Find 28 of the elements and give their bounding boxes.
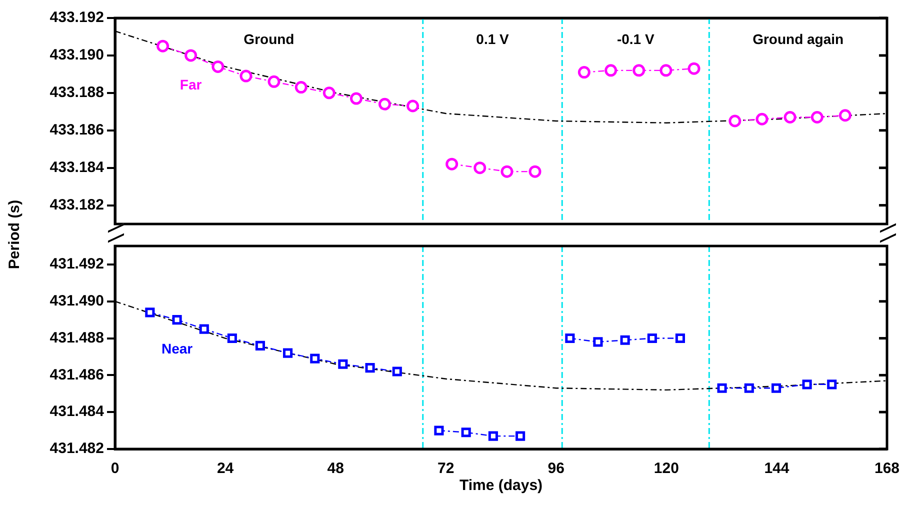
x-tick-label: 96 xyxy=(548,460,564,478)
y-tick-label: 431.490 xyxy=(50,292,104,310)
x-axis-title: Time (days) xyxy=(459,477,543,494)
y-tick-label: 433.190 xyxy=(50,46,104,64)
y-axis-title: Period (s) xyxy=(6,199,23,269)
annotation: 0.1 V xyxy=(476,30,510,47)
x-tick-label: 0 xyxy=(110,460,120,478)
y-tick-label: 433.188 xyxy=(50,84,104,102)
series-label: Far xyxy=(180,76,202,92)
y-tick-label: 433.182 xyxy=(50,196,104,214)
x-tick-label: 144 xyxy=(764,460,790,478)
x-tick-label: 24 xyxy=(216,460,234,478)
x-tick-label: 48 xyxy=(327,460,344,478)
annotation: -0.1 V xyxy=(616,30,655,47)
y-tick-label: 431.482 xyxy=(50,440,104,458)
x-tick-label: 120 xyxy=(654,460,679,478)
x-tick-label: 168 xyxy=(874,460,900,478)
y-tick-label: 431.488 xyxy=(50,329,104,346)
y-tick-label: 433.192 xyxy=(50,9,104,26)
x-tick-label: 72 xyxy=(438,460,454,478)
series-label: Near xyxy=(161,340,194,357)
y-tick-label: 431.484 xyxy=(50,403,105,420)
annotation: Ground again xyxy=(752,30,844,47)
y-tick-label: 433.186 xyxy=(50,122,104,139)
y-tick-label: 433.184 xyxy=(50,158,105,176)
annotation: Ground xyxy=(244,30,294,47)
y-tick-label: 431.492 xyxy=(50,256,104,273)
y-tick-label: 431.486 xyxy=(50,366,104,384)
